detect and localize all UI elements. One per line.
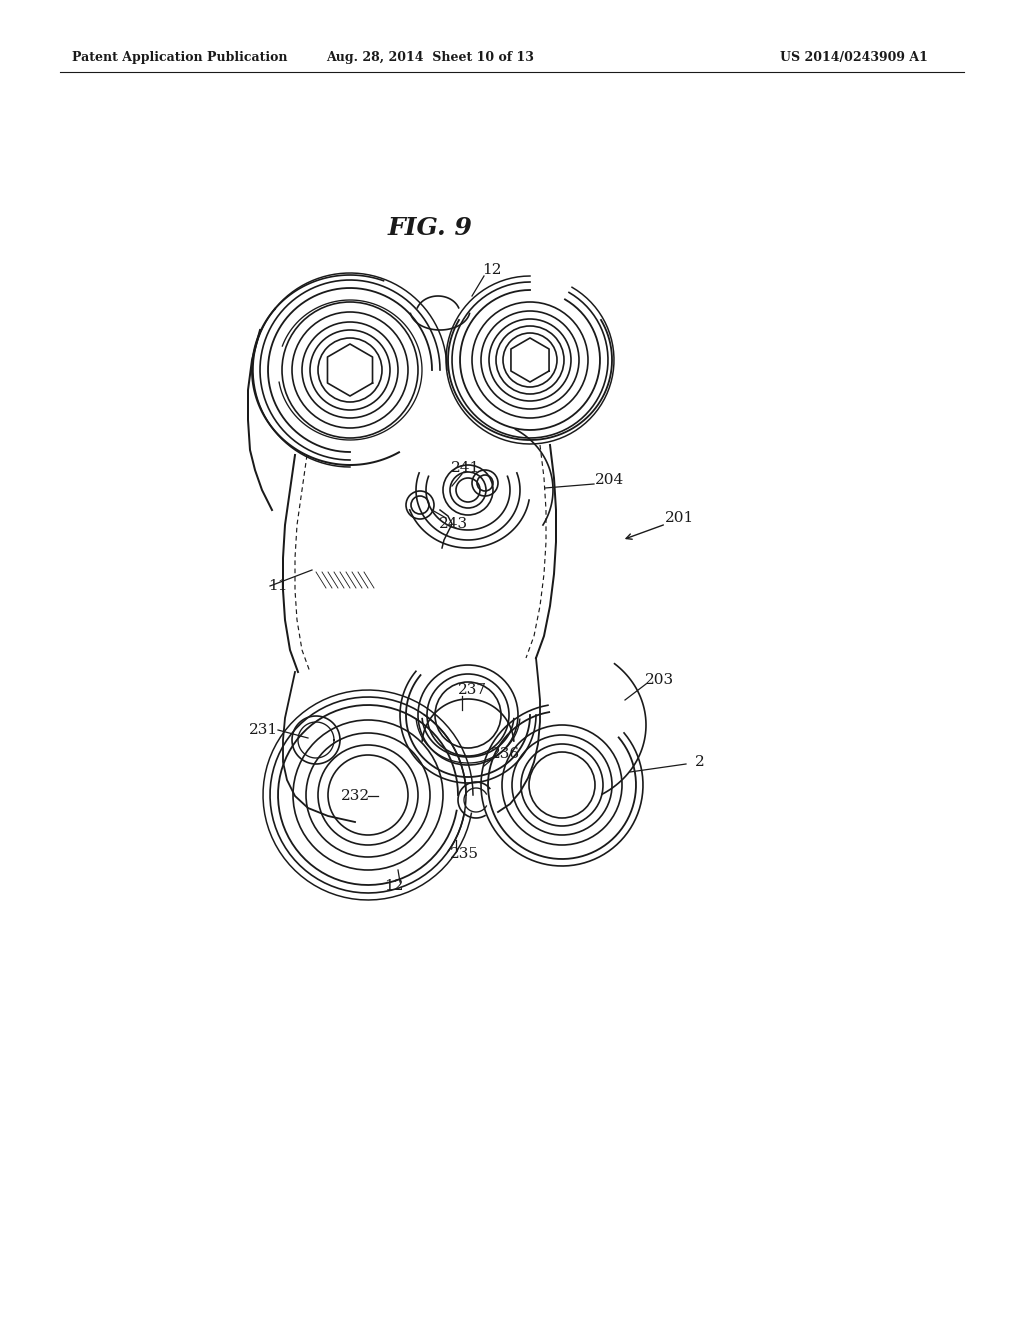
Text: 203: 203 [645, 673, 675, 686]
Text: Patent Application Publication: Patent Application Publication [72, 51, 288, 65]
Text: 241: 241 [452, 461, 480, 475]
Text: 201: 201 [666, 511, 694, 525]
Text: 236: 236 [492, 747, 520, 762]
Text: 2: 2 [695, 755, 705, 770]
Text: 237: 237 [458, 682, 486, 697]
Text: 231: 231 [250, 723, 279, 737]
Text: 12: 12 [482, 263, 502, 277]
Text: 232: 232 [341, 789, 371, 803]
Text: 243: 243 [439, 517, 469, 531]
Text: Aug. 28, 2014  Sheet 10 of 13: Aug. 28, 2014 Sheet 10 of 13 [326, 51, 534, 65]
Text: US 2014/0243909 A1: US 2014/0243909 A1 [780, 51, 928, 65]
Text: 204: 204 [595, 473, 625, 487]
Text: 12: 12 [384, 879, 403, 894]
Text: 235: 235 [450, 847, 478, 861]
Text: FIG. 9: FIG. 9 [387, 216, 472, 240]
Text: 11: 11 [268, 579, 288, 593]
